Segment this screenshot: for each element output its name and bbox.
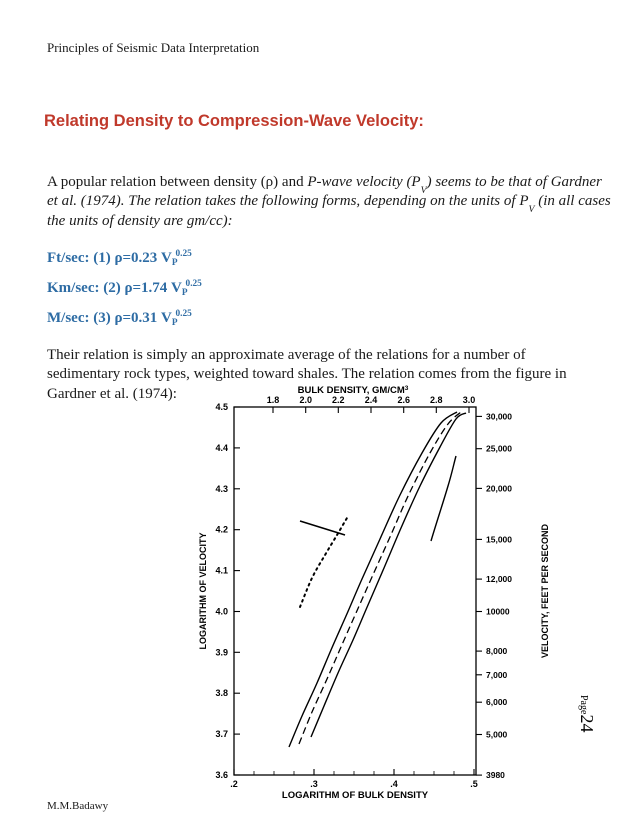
svg-text:2.6: 2.6 [397, 395, 410, 405]
svg-text:4.4: 4.4 [215, 443, 228, 453]
svg-text:.5: .5 [470, 779, 478, 789]
svg-text:25,000: 25,000 [486, 444, 512, 454]
svg-text:.3: .3 [310, 779, 318, 789]
svg-text:5,000: 5,000 [486, 730, 508, 740]
svg-text:3.6: 3.6 [215, 770, 228, 780]
svg-text:4.3: 4.3 [215, 484, 228, 494]
svg-text:12,000: 12,000 [486, 574, 512, 584]
svg-text:30,000: 30,000 [486, 411, 512, 421]
svg-text:2.4: 2.4 [365, 395, 378, 405]
svg-text:20,000: 20,000 [486, 483, 512, 493]
svg-text:3.0: 3.0 [463, 395, 476, 405]
svg-text:7,000: 7,000 [486, 670, 508, 680]
svg-text:2.8: 2.8 [430, 395, 443, 405]
svg-text:8,000: 8,000 [486, 646, 508, 656]
svg-text:3980: 3980 [486, 770, 505, 780]
svg-text:15,000: 15,000 [486, 534, 512, 544]
svg-text:.2: .2 [230, 779, 238, 789]
svg-text:2.0: 2.0 [299, 395, 312, 405]
svg-text:LOGARITHM OF BULK DENSITY: LOGARITHM OF BULK DENSITY [282, 790, 429, 801]
svg-text:.4: .4 [390, 779, 398, 789]
svg-text:10000: 10000 [486, 607, 510, 617]
svg-text:LOGARITHM OF VELOCITY: LOGARITHM OF VELOCITY [198, 533, 208, 650]
svg-text:4.5: 4.5 [215, 402, 228, 412]
svg-text:6,000: 6,000 [486, 697, 508, 707]
svg-text:4.0: 4.0 [215, 607, 228, 617]
svg-text:3.7: 3.7 [215, 729, 228, 739]
svg-text:4.1: 4.1 [215, 566, 228, 576]
svg-text:1.8: 1.8 [267, 395, 280, 405]
svg-text:2.2: 2.2 [332, 395, 345, 405]
svg-text:VELOCITY, FEET PER SECOND: VELOCITY, FEET PER SECOND [540, 523, 550, 658]
svg-text:BULK DENSITY, GM/CM3: BULK DENSITY, GM/CM3 [298, 385, 409, 396]
svg-text:3.8: 3.8 [215, 688, 228, 698]
svg-text:4.2: 4.2 [215, 525, 228, 535]
svg-text:3.9: 3.9 [215, 647, 228, 657]
